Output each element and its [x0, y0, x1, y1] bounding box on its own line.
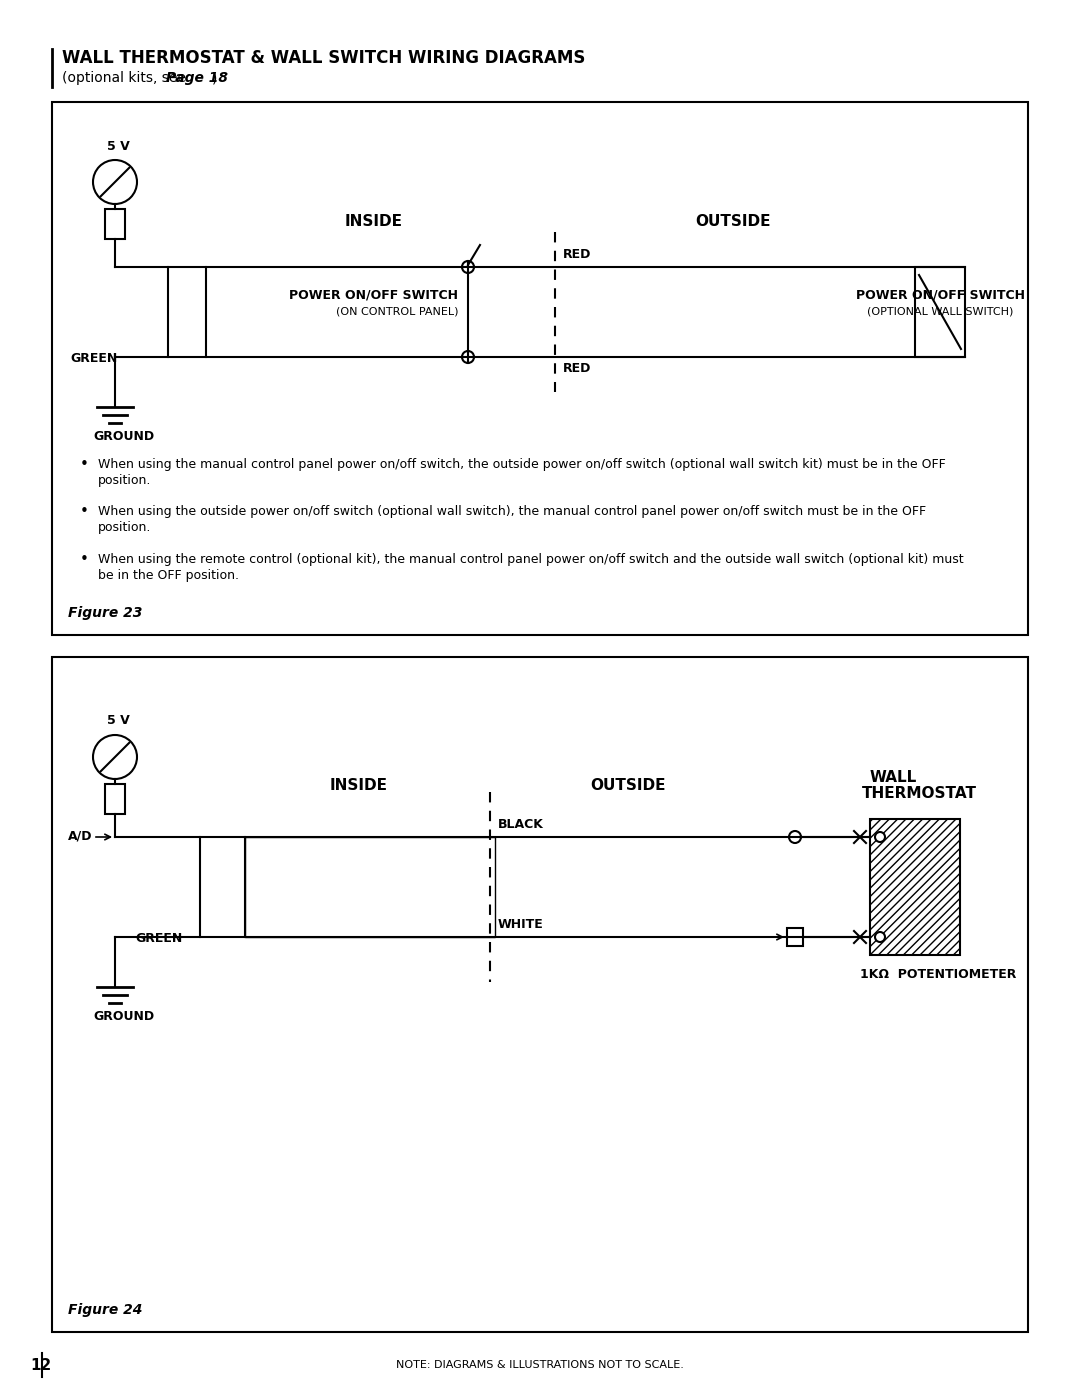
Text: BLACK: BLACK	[498, 819, 544, 831]
Text: RED: RED	[563, 249, 592, 261]
Text: WHITE: WHITE	[498, 918, 543, 932]
Text: GREEN: GREEN	[135, 933, 183, 946]
Text: GREEN: GREEN	[70, 352, 118, 366]
Bar	[168, 267, 206, 358]
Text: (ON CONTROL PANEL): (ON CONTROL PANEL)	[336, 306, 458, 316]
Text: Page 18: Page 18	[166, 71, 228, 85]
Text: When using the outside power on/off switch (optional wall switch), the manual co: When using the outside power on/off swit…	[98, 504, 927, 518]
Text: Figure 23: Figure 23	[68, 606, 143, 620]
Text: •: •	[80, 457, 89, 472]
Bar	[915, 267, 966, 358]
Text: When using the remote control (optional kit), the manual control panel power on/: When using the remote control (optional …	[98, 553, 963, 566]
Text: be in the OFF position.: be in the OFF position.	[98, 569, 239, 583]
Text: Figure 24: Figure 24	[68, 1303, 143, 1317]
Text: 5 V: 5 V	[107, 714, 130, 728]
Bar	[870, 819, 960, 956]
Text: When using the manual control panel power on/off switch, the outside power on/of: When using the manual control panel powe…	[98, 458, 946, 471]
Circle shape	[462, 351, 474, 363]
Text: position.: position.	[98, 521, 151, 534]
Bar	[787, 928, 804, 946]
Circle shape	[875, 932, 885, 942]
Text: RED: RED	[563, 362, 592, 376]
Text: 12: 12	[30, 1358, 51, 1372]
Text: 5 V: 5 V	[107, 140, 130, 152]
Text: •: •	[80, 504, 89, 520]
Circle shape	[875, 833, 885, 842]
Text: •: •	[80, 552, 89, 567]
Text: A/D: A/D	[68, 830, 93, 842]
Text: OUTSIDE: OUTSIDE	[696, 215, 770, 229]
Bar	[52, 657, 1028, 1331]
Bar	[52, 102, 1028, 636]
Text: INSIDE: INSIDE	[345, 215, 403, 229]
Bar	[245, 837, 495, 937]
Text: POWER ON/OFF SWITCH: POWER ON/OFF SWITCH	[855, 289, 1025, 302]
Text: GROUND: GROUND	[93, 1010, 154, 1024]
Text: ): )	[212, 71, 217, 85]
Text: WALL: WALL	[870, 770, 917, 785]
Circle shape	[462, 261, 474, 272]
Text: WALL THERMOSTAT & WALL SWITCH WIRING DIAGRAMS: WALL THERMOSTAT & WALL SWITCH WIRING DIA…	[62, 49, 585, 67]
Text: THERMOSTAT: THERMOSTAT	[862, 785, 977, 800]
Text: position.: position.	[98, 474, 151, 488]
Bar	[105, 210, 125, 239]
Text: POWER ON/OFF SWITCH: POWER ON/OFF SWITCH	[289, 289, 458, 302]
Bar	[200, 837, 245, 937]
Circle shape	[789, 831, 801, 842]
Bar	[105, 784, 125, 814]
Text: GROUND: GROUND	[93, 430, 154, 443]
Text: 1KΩ  POTENTIOMETER: 1KΩ POTENTIOMETER	[860, 968, 1016, 982]
Text: NOTE: DIAGRAMS & ILLUSTRATIONS NOT TO SCALE.: NOTE: DIAGRAMS & ILLUSTRATIONS NOT TO SC…	[396, 1361, 684, 1370]
Text: INSIDE: INSIDE	[330, 778, 388, 792]
Text: (optional kits, see: (optional kits, see	[62, 71, 190, 85]
Text: OUTSIDE: OUTSIDE	[590, 778, 665, 792]
Text: (OPTIONAL WALL SWITCH): (OPTIONAL WALL SWITCH)	[867, 306, 1013, 316]
